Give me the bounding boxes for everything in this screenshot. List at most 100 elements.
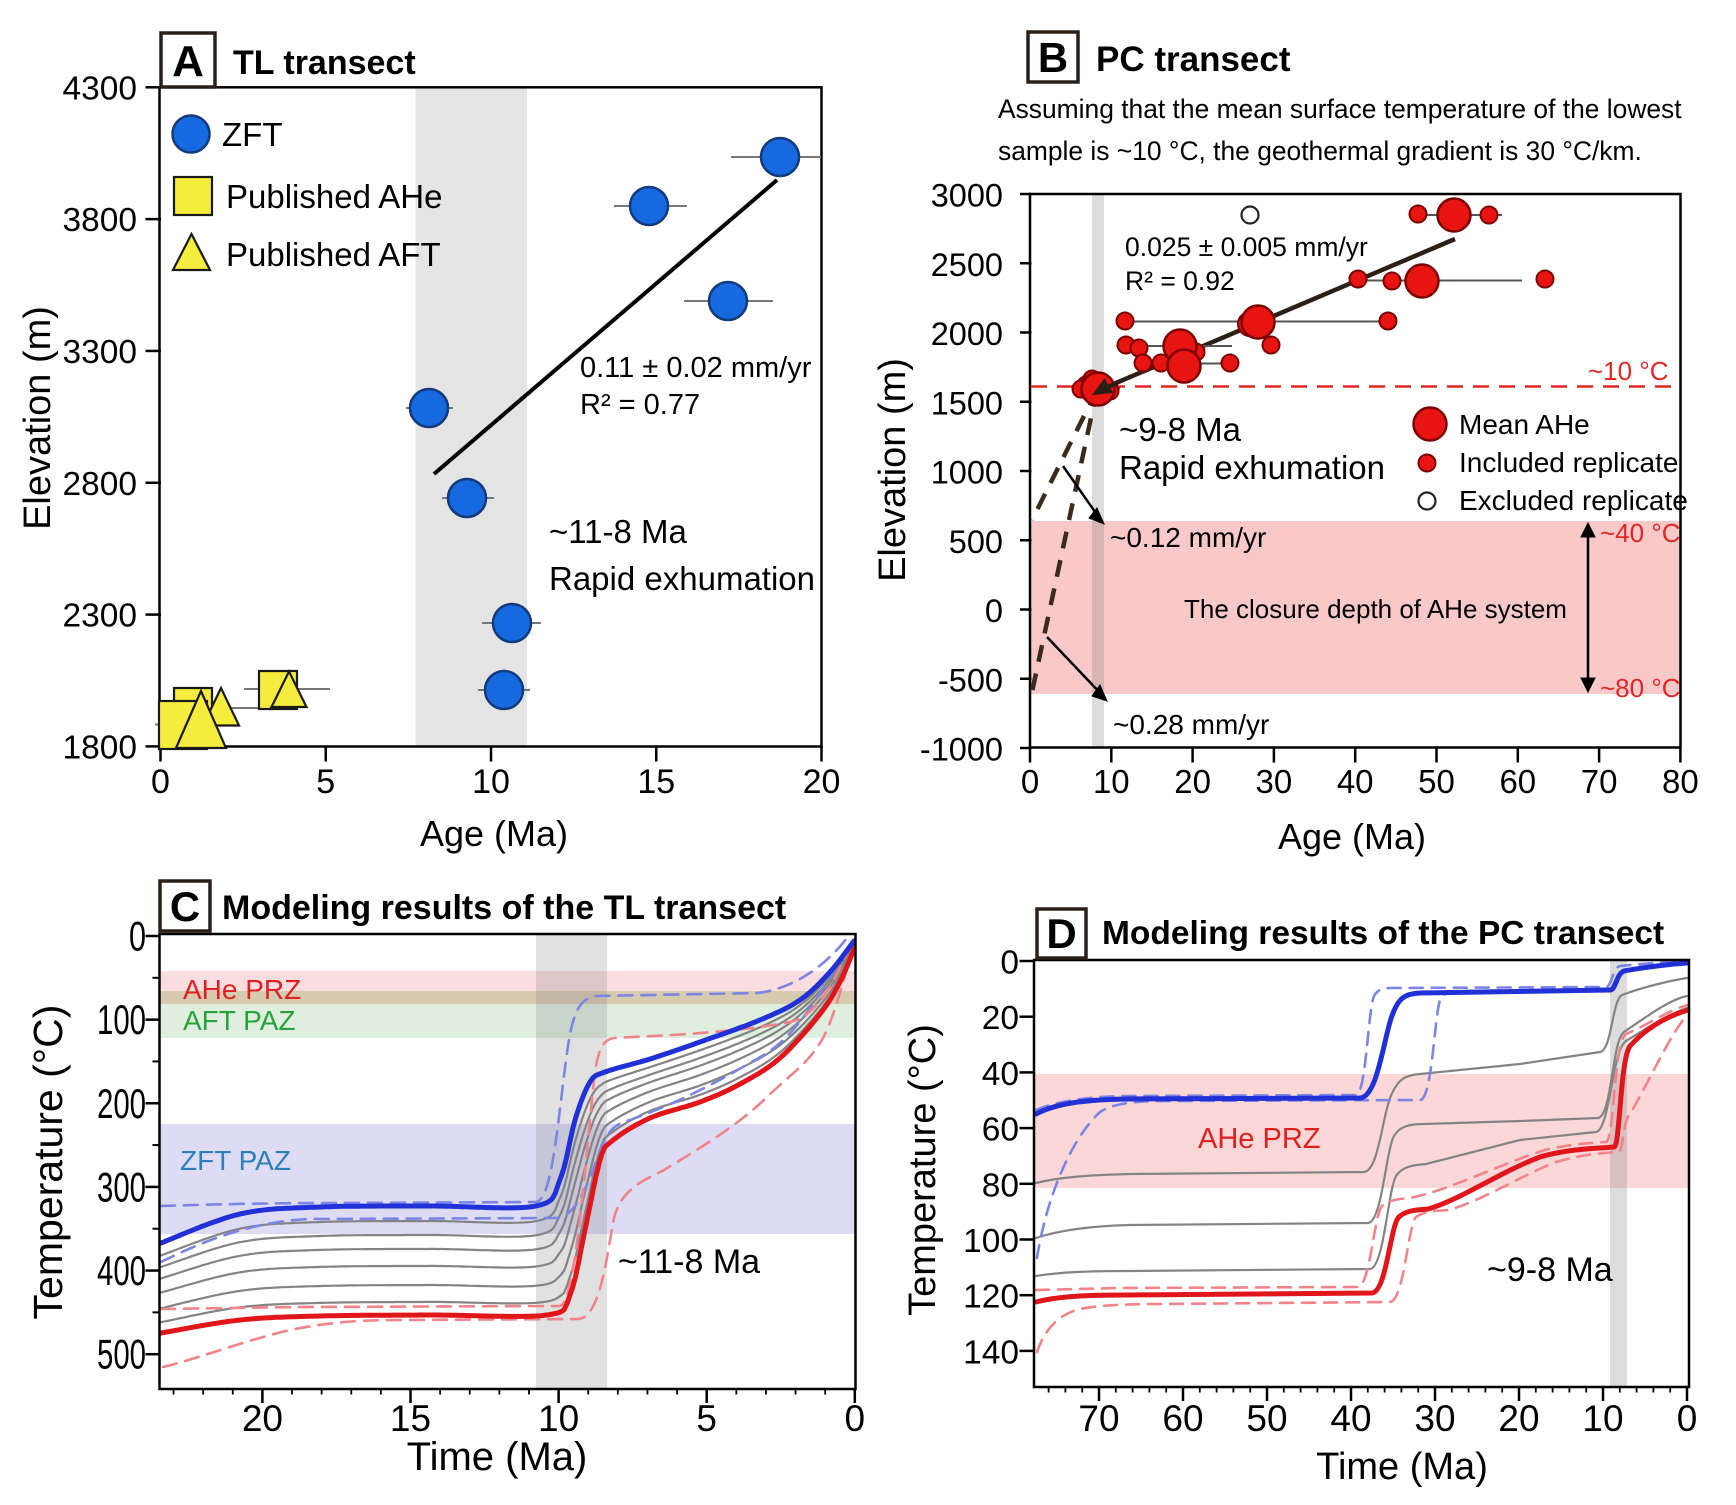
svg-text:140: 140: [963, 1334, 1019, 1371]
svg-text:Mean AHe: Mean AHe: [1459, 409, 1590, 440]
svg-text:Age (Ma): Age (Ma): [1278, 816, 1426, 857]
svg-text:100: 100: [97, 996, 146, 1043]
svg-text:10: 10: [472, 763, 510, 801]
svg-text:Time (Ma): Time (Ma): [1316, 1446, 1488, 1488]
svg-text:80: 80: [1662, 763, 1699, 800]
svg-text:120: 120: [963, 1279, 1019, 1316]
svg-text:10: 10: [1093, 763, 1130, 800]
svg-text:Assuming that the mean surface: Assuming that the mean surface temperatu…: [998, 94, 1682, 124]
svg-text:Elevation (m): Elevation (m): [872, 358, 914, 582]
svg-text:A: A: [172, 37, 204, 86]
svg-text:0.025 ± 0.005 mm/yr: 0.025 ± 0.005 mm/yr: [1125, 232, 1368, 262]
svg-text:300: 300: [97, 1163, 146, 1210]
svg-text:The closure depth of AHe syste: The closure depth of AHe system: [1184, 594, 1567, 624]
svg-text:~0.28 mm/yr: ~0.28 mm/yr: [1113, 709, 1269, 740]
svg-text:50: 50: [1418, 763, 1455, 800]
svg-text:~11-8 Ma: ~11-8 Ma: [618, 1243, 760, 1281]
svg-text:20: 20: [982, 1000, 1019, 1037]
svg-text:3800: 3800: [62, 202, 137, 239]
svg-text:0: 0: [151, 763, 170, 801]
svg-text:Temperature (°C): Temperature (°C): [902, 1024, 944, 1316]
svg-text:20: 20: [1174, 763, 1211, 800]
svg-text:15: 15: [390, 1398, 431, 1439]
svg-text:Excluded replicate: Excluded replicate: [1459, 485, 1688, 516]
svg-text:0.11 ± 0.02 mm/yr: 0.11 ± 0.02 mm/yr: [580, 352, 812, 384]
svg-text:20: 20: [242, 1398, 283, 1439]
svg-text:~9-8 Ma: ~9-8 Ma: [1119, 411, 1242, 448]
svg-text:2800: 2800: [62, 466, 137, 503]
svg-text:1000: 1000: [931, 455, 1003, 491]
svg-text:~0.12 mm/yr: ~0.12 mm/yr: [1110, 522, 1266, 553]
svg-text:1500: 1500: [931, 385, 1003, 421]
svg-text:TL transect: TL transect: [233, 44, 416, 82]
svg-text:3000: 3000: [931, 178, 1003, 214]
svg-text:3300: 3300: [62, 334, 137, 371]
svg-text:50: 50: [1246, 1398, 1287, 1439]
svg-text:Published AFT: Published AFT: [226, 236, 441, 273]
svg-text:0: 0: [1000, 945, 1019, 982]
svg-text:200: 200: [97, 1080, 146, 1127]
svg-text:60: 60: [1499, 763, 1536, 800]
svg-text:20: 20: [1498, 1398, 1539, 1439]
svg-text:Modeling results of the PC tra: Modeling results of the PC transect: [1102, 915, 1664, 952]
svg-text:~10 °C: ~10 °C: [1588, 356, 1669, 386]
svg-text:Age (Ma): Age (Ma): [420, 813, 568, 854]
svg-text:-500: -500: [938, 662, 1003, 698]
svg-text:1800: 1800: [62, 729, 137, 766]
svg-text:5: 5: [316, 763, 335, 801]
svg-text:PC transect: PC transect: [1096, 40, 1291, 79]
svg-text:0: 0: [1677, 1398, 1698, 1439]
svg-text:40: 40: [1330, 1398, 1371, 1439]
svg-text:2500: 2500: [931, 247, 1003, 283]
svg-text:2000: 2000: [931, 316, 1003, 352]
svg-text:AHe PRZ: AHe PRZ: [183, 974, 301, 1005]
svg-text:R² = 0.92: R² = 0.92: [1125, 266, 1235, 296]
svg-text:D: D: [1046, 910, 1076, 957]
svg-text:ZFT: ZFT: [222, 116, 282, 153]
svg-text:10: 10: [1582, 1398, 1623, 1439]
svg-text:4300: 4300: [62, 70, 137, 107]
svg-text:2300: 2300: [62, 598, 137, 635]
svg-text:0: 0: [129, 913, 146, 960]
svg-text:B: B: [1038, 34, 1068, 81]
svg-text:5: 5: [696, 1398, 717, 1439]
svg-text:0: 0: [1021, 763, 1039, 800]
svg-text:40: 40: [1337, 763, 1374, 800]
svg-text:ZFT PAZ: ZFT PAZ: [180, 1145, 291, 1176]
svg-text:~80 °C: ~80 °C: [1600, 673, 1681, 703]
svg-text:~9-8 Ma: ~9-8 Ma: [1487, 1251, 1613, 1289]
svg-text:sample is ~10 °C, the geotherm: sample is ~10 °C, the geothermal gradien…: [998, 136, 1642, 166]
svg-text:10: 10: [538, 1398, 579, 1439]
svg-text:60: 60: [1162, 1398, 1203, 1439]
svg-text:C: C: [170, 883, 200, 930]
svg-text:-1000: -1000: [920, 732, 1003, 768]
svg-text:Temperature (°C): Temperature (°C): [25, 1005, 71, 1320]
svg-text:30: 30: [1414, 1398, 1455, 1439]
svg-text:30: 30: [1256, 763, 1293, 800]
svg-text:Included replicate: Included replicate: [1459, 447, 1678, 478]
svg-text:100: 100: [963, 1223, 1019, 1260]
svg-text:~11-8 Ma: ~11-8 Ma: [549, 513, 688, 550]
svg-text:Published AHe: Published AHe: [226, 178, 442, 215]
svg-text:20: 20: [803, 763, 841, 801]
svg-text:Time (Ma): Time (Ma): [407, 1435, 588, 1479]
svg-text:500: 500: [949, 524, 1003, 560]
svg-text:~40 °C: ~40 °C: [1600, 518, 1681, 548]
svg-text:Rapid exhumation: Rapid exhumation: [1119, 449, 1385, 486]
svg-text:500: 500: [97, 1331, 146, 1378]
svg-text:70: 70: [1078, 1398, 1119, 1439]
svg-text:60: 60: [982, 1112, 1019, 1149]
svg-text:AHe PRZ: AHe PRZ: [1198, 1123, 1320, 1155]
svg-text:70: 70: [1581, 763, 1618, 800]
svg-text:R² = 0.77: R² = 0.77: [580, 389, 700, 421]
svg-text:Modeling results of the TL tra: Modeling results of the TL transect: [222, 889, 786, 927]
svg-text:40: 40: [982, 1056, 1019, 1093]
svg-text:0: 0: [985, 593, 1003, 629]
svg-text:80: 80: [982, 1167, 1019, 1204]
svg-text:Rapid exhumation: Rapid exhumation: [549, 560, 815, 597]
svg-text:15: 15: [637, 763, 675, 801]
svg-text:400: 400: [97, 1247, 146, 1294]
svg-text:AFT PAZ: AFT PAZ: [183, 1005, 296, 1036]
svg-text:Elevation (m): Elevation (m): [17, 306, 59, 530]
svg-text:0: 0: [845, 1398, 866, 1439]
